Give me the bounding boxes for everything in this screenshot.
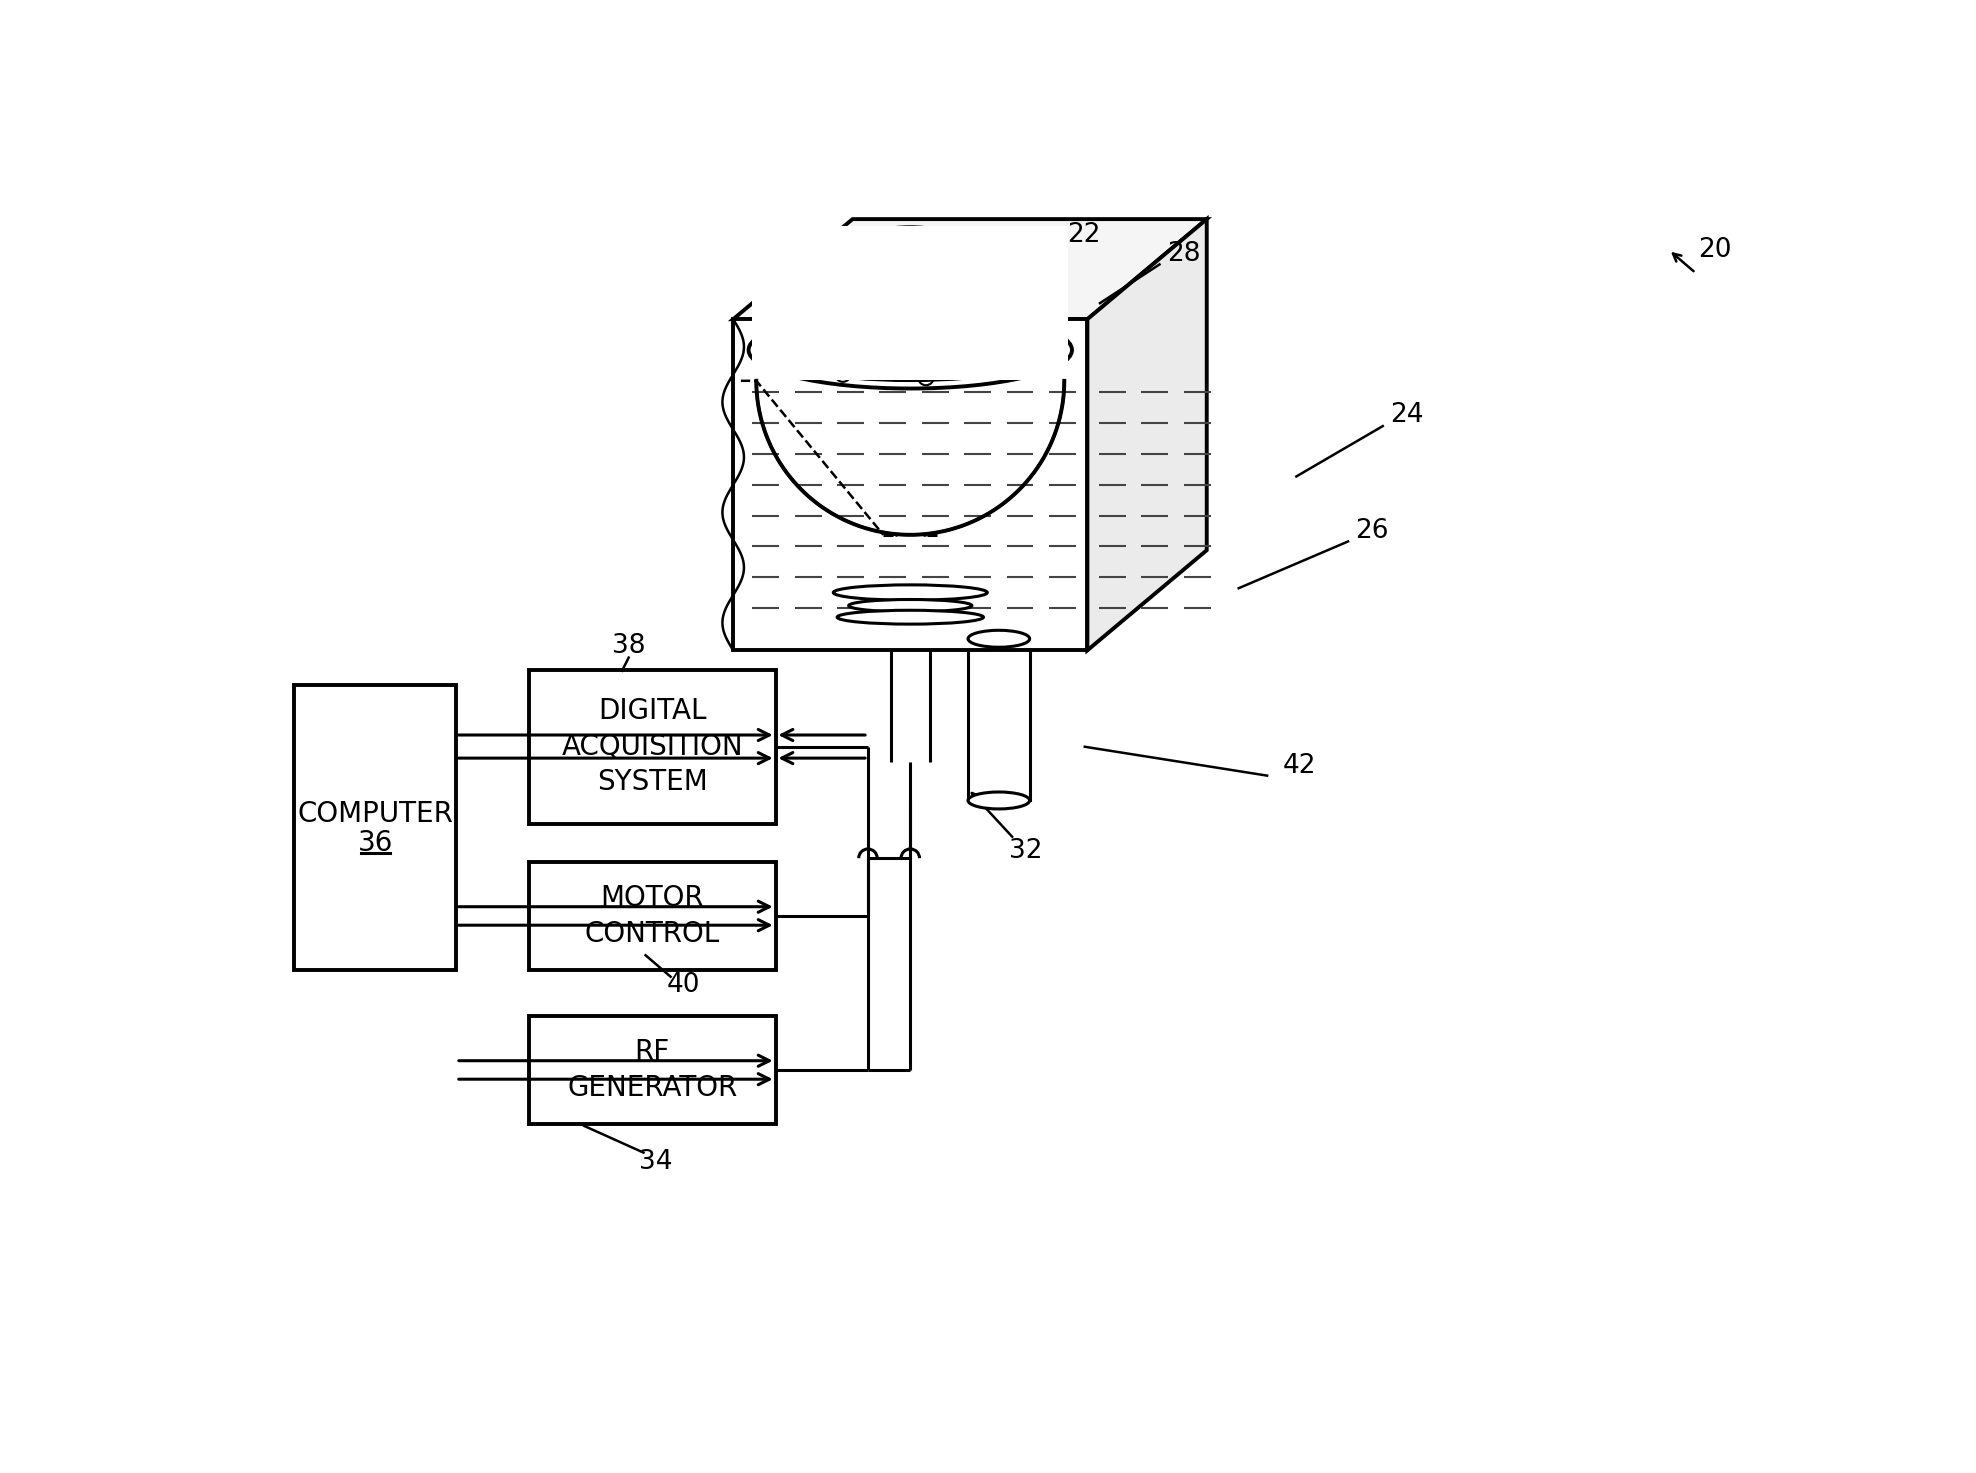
Polygon shape <box>733 320 1087 650</box>
Text: 24: 24 <box>1391 402 1423 429</box>
Text: COMPUTER: COMPUTER <box>296 800 453 828</box>
Text: 22: 22 <box>1067 221 1101 247</box>
Bar <box>834 592 988 608</box>
Ellipse shape <box>763 320 1057 382</box>
Text: 42: 42 <box>1282 753 1316 779</box>
Bar <box>968 639 1029 800</box>
Text: 32: 32 <box>1010 838 1043 863</box>
Ellipse shape <box>968 792 1029 809</box>
Text: MOTOR
CONTROL: MOTOR CONTROL <box>585 884 719 947</box>
Text: 28: 28 <box>1168 240 1199 267</box>
Bar <box>984 595 1010 619</box>
Polygon shape <box>733 219 1207 320</box>
Bar <box>893 535 927 585</box>
Ellipse shape <box>848 600 972 611</box>
Polygon shape <box>1087 219 1207 650</box>
Bar <box>753 225 1069 380</box>
Text: 40: 40 <box>666 972 700 999</box>
Ellipse shape <box>834 585 988 601</box>
Text: 38: 38 <box>613 633 646 660</box>
Bar <box>848 605 972 620</box>
Bar <box>294 685 456 969</box>
Text: RF
GENERATOR: RF GENERATOR <box>567 1038 737 1102</box>
Ellipse shape <box>749 311 1073 389</box>
Ellipse shape <box>968 630 1029 647</box>
Text: 30: 30 <box>893 240 927 267</box>
Ellipse shape <box>838 610 984 625</box>
Bar <box>838 617 984 630</box>
Text: DIGITAL
ACQUISITION
SYSTEM: DIGITAL ACQUISITION SYSTEM <box>561 697 743 797</box>
Bar <box>530 670 775 823</box>
Text: 20: 20 <box>1697 237 1731 262</box>
Text: 36: 36 <box>358 829 393 857</box>
Text: 34: 34 <box>640 1149 674 1175</box>
Bar <box>530 1016 775 1124</box>
Text: 26: 26 <box>1356 518 1389 544</box>
Bar <box>530 862 775 969</box>
